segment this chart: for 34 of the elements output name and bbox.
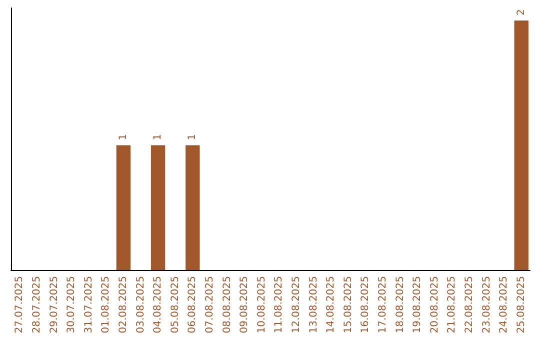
x-tick-label: 05.08.2025 [170, 276, 181, 334]
x-tick-label: 15.08.2025 [342, 276, 354, 334]
x-tick-label: 06.08.2025 [187, 276, 198, 334]
x-tick-label: 08.08.2025 [222, 276, 233, 334]
x-tick-label: 20.08.2025 [429, 276, 440, 334]
x-tick-label: 03.08.2025 [135, 276, 146, 334]
x-tick-label: 18.08.2025 [394, 276, 406, 334]
x-tick-label: 02.08.2025 [118, 276, 129, 334]
x-tick-label: 27.07.2025 [14, 276, 26, 334]
x-tick-label: 01.08.2025 [100, 276, 112, 334]
x-tick-label: 29.07.2025 [48, 276, 60, 334]
x-tick-label: 17.08.2025 [377, 276, 388, 334]
x-tick-label: 30.07.2025 [66, 276, 78, 334]
data-label: 1 [152, 134, 164, 140]
x-tick-label: 10.08.2025 [256, 276, 268, 334]
data-label: 2 [516, 9, 527, 16]
x-tick-label: 28.07.2025 [31, 276, 42, 334]
data-label: 1 [187, 134, 198, 140]
x-tick-label: 13.08.2025 [308, 276, 320, 334]
x-tick-label: 16.08.2025 [360, 276, 372, 334]
x-tick-label: 12.08.2025 [290, 276, 302, 334]
x-tick-label: 14.08.2025 [326, 276, 337, 334]
x-tick-label: 19.08.2025 [412, 276, 424, 334]
x-tick-label: 31.07.2025 [83, 276, 94, 334]
x-tick-label: 24.08.2025 [498, 276, 510, 334]
x-tick-label: 25.08.2025 [516, 276, 527, 334]
x-tick-label: 04.08.2025 [152, 276, 164, 334]
x-tick-label: 09.08.2025 [239, 276, 250, 334]
data-label: 1 [118, 134, 129, 140]
x-tick-label: 21.08.2025 [446, 276, 458, 334]
x-tick-label: 23.08.2025 [481, 276, 492, 334]
x-tick-label: 11.08.2025 [274, 276, 285, 334]
x-tick-label: 07.08.2025 [204, 276, 216, 334]
x-tick-label: 22.08.2025 [464, 276, 475, 334]
